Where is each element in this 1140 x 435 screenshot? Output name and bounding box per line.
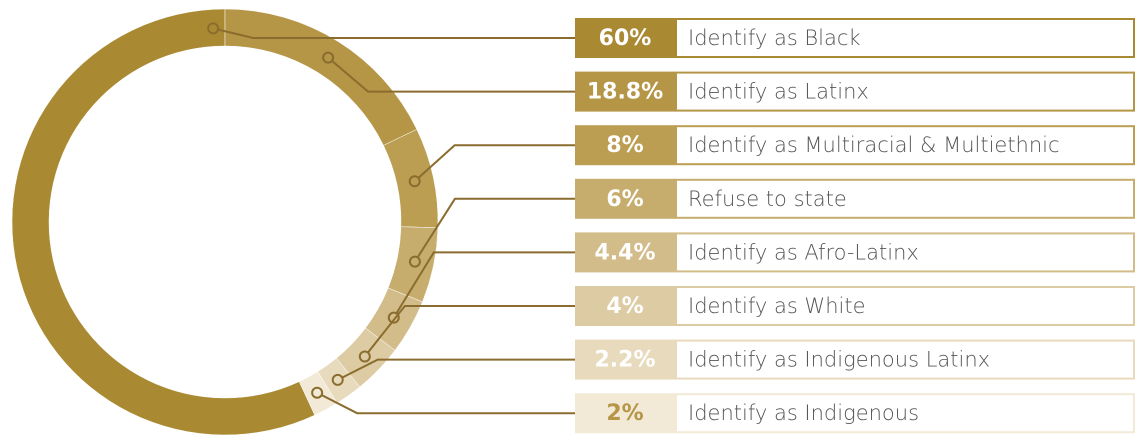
leader-dot bbox=[358, 350, 371, 363]
percent-label: 4% bbox=[606, 294, 643, 319]
leader-line bbox=[327, 56, 575, 93]
percent-label: 60% bbox=[599, 26, 652, 51]
percent-box bbox=[575, 18, 676, 58]
percent-label: 18.8% bbox=[587, 80, 663, 105]
label-box bbox=[675, 286, 1135, 326]
category-label: Identify as Black bbox=[688, 26, 861, 50]
percent-label: 6% bbox=[606, 187, 643, 212]
percent-box bbox=[575, 339, 676, 380]
leader-line bbox=[414, 197, 575, 263]
percent-box bbox=[575, 393, 676, 434]
leader-line bbox=[316, 391, 575, 415]
label-box bbox=[675, 393, 1135, 434]
percent-box bbox=[575, 286, 676, 326]
leader-dot bbox=[387, 311, 400, 324]
leader-dot bbox=[408, 255, 421, 268]
percent-label: 2.2% bbox=[594, 348, 655, 373]
label-box bbox=[675, 339, 1135, 380]
percent-box bbox=[575, 71, 676, 112]
category-label: Identify as White bbox=[688, 294, 866, 318]
category-label: Identify as Latinx bbox=[688, 80, 869, 104]
donut-segment bbox=[11, 8, 316, 435]
percent-label: 2% bbox=[606, 401, 643, 426]
category-label: Identify as Afro-Latinx bbox=[688, 240, 919, 264]
percent-label: 4.4% bbox=[594, 240, 655, 265]
category-label: Identify as Multiracial & Multiethnic bbox=[688, 133, 1060, 157]
label-box bbox=[675, 18, 1135, 58]
label-box bbox=[675, 232, 1135, 273]
percent-box bbox=[575, 125, 676, 166]
percent-label: 8% bbox=[606, 133, 643, 158]
leader-dot bbox=[311, 386, 324, 399]
donut-segment bbox=[224, 8, 418, 146]
leader-line bbox=[414, 144, 575, 182]
label-box bbox=[675, 125, 1135, 166]
label-box bbox=[675, 71, 1135, 112]
leader-line bbox=[364, 305, 575, 358]
category-label: Identify as Indigenous bbox=[688, 401, 919, 425]
leader-line bbox=[337, 358, 575, 381]
leader-line bbox=[392, 251, 575, 319]
percent-box bbox=[575, 232, 676, 273]
category-label: Refuse to state bbox=[688, 187, 847, 211]
leader-line bbox=[212, 27, 575, 39]
leader-dot bbox=[207, 22, 220, 35]
leader-dot bbox=[322, 51, 335, 64]
leader-dot bbox=[331, 373, 344, 386]
leader-dot bbox=[408, 175, 421, 188]
category-label: Identify as Indigenous Latinx bbox=[688, 348, 990, 372]
percent-box bbox=[575, 178, 676, 219]
